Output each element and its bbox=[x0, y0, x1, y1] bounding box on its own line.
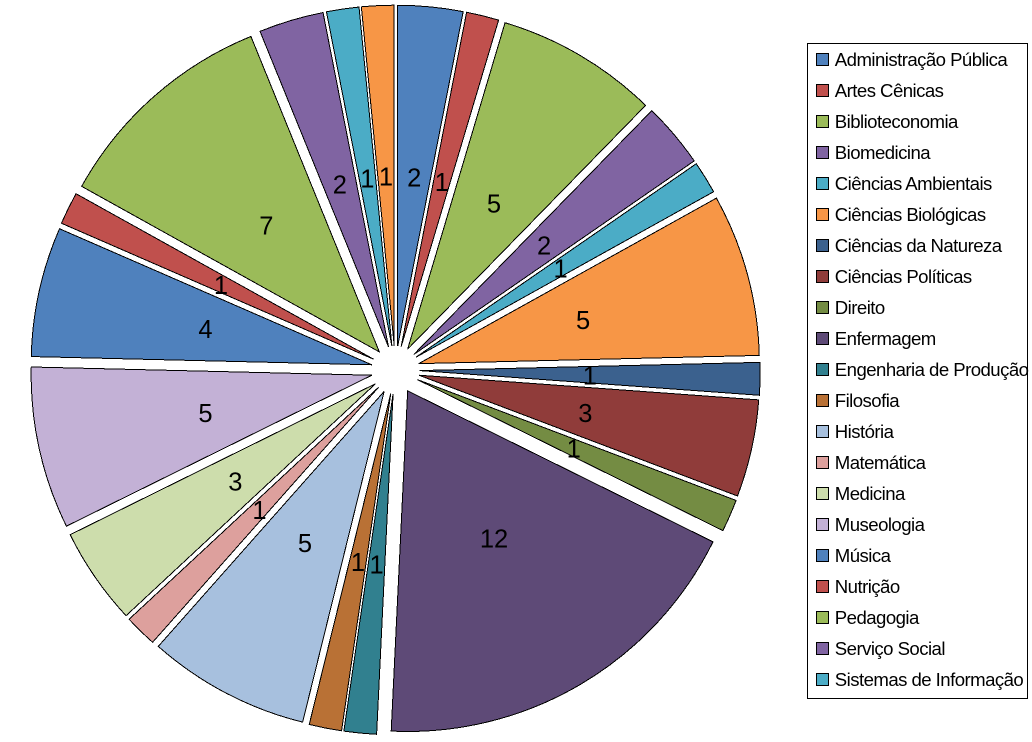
svg-text:12: 12 bbox=[480, 526, 508, 554]
svg-text:1: 1 bbox=[370, 552, 384, 580]
svg-text:7: 7 bbox=[259, 212, 273, 240]
svg-text:5: 5 bbox=[576, 307, 590, 335]
svg-text:1: 1 bbox=[379, 164, 393, 192]
svg-text:2: 2 bbox=[333, 172, 347, 200]
svg-text:4: 4 bbox=[198, 316, 212, 344]
svg-text:2: 2 bbox=[407, 164, 421, 192]
svg-text:1: 1 bbox=[435, 169, 449, 197]
svg-text:2: 2 bbox=[537, 233, 551, 261]
svg-text:1: 1 bbox=[360, 166, 374, 194]
svg-text:1: 1 bbox=[214, 272, 228, 300]
svg-text:1: 1 bbox=[583, 363, 597, 391]
svg-text:1: 1 bbox=[351, 549, 365, 577]
svg-text:1: 1 bbox=[567, 436, 581, 464]
svg-text:1: 1 bbox=[252, 497, 266, 525]
svg-text:3: 3 bbox=[228, 469, 242, 497]
svg-text:5: 5 bbox=[298, 530, 312, 558]
svg-text:5: 5 bbox=[198, 400, 212, 428]
svg-text:5: 5 bbox=[487, 190, 501, 218]
svg-text:1: 1 bbox=[554, 255, 568, 283]
svg-text:3: 3 bbox=[578, 400, 592, 428]
